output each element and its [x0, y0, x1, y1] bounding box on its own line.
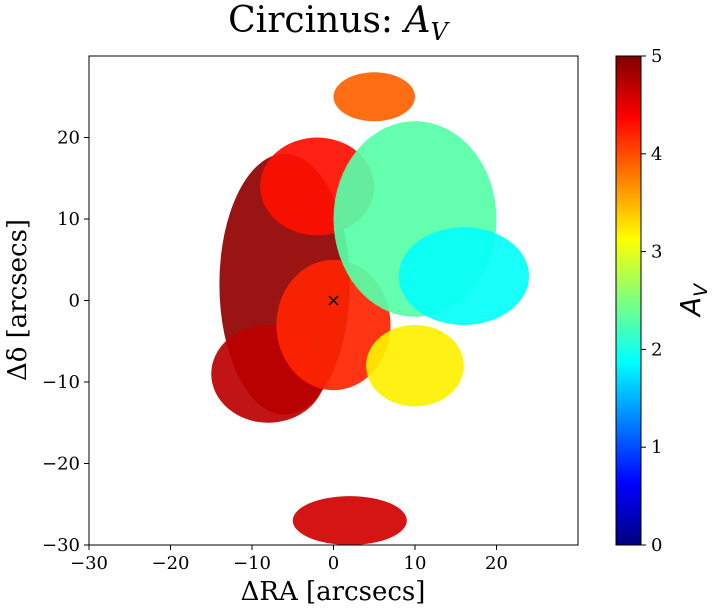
y-tick-label: 20	[57, 128, 80, 149]
colorbar-ticks: 0 1 2 3 4 5	[641, 46, 662, 556]
y-tick-label: −10	[42, 372, 80, 393]
chart-title-subscript: V	[431, 18, 451, 46]
chart-title-text: Circinus:	[228, 0, 404, 41]
colorbar-tick-label: 5	[651, 46, 662, 67]
colorbar-tick-label: 1	[651, 437, 662, 458]
x-tick-label: 0	[328, 553, 339, 574]
x-tick-label: −10	[233, 553, 271, 574]
extinction-map	[211, 72, 530, 545]
map-region-7	[366, 324, 464, 407]
y-tick-label: −30	[42, 535, 80, 556]
x-axis-ticks: −30 −20 −10 0 10 20	[70, 545, 508, 574]
nucleus-marker-layer	[328, 295, 339, 306]
map-region-8	[292, 496, 407, 545]
x-tick-label: 20	[485, 553, 508, 574]
map-region-6	[398, 227, 530, 325]
colorbar-gradient	[615, 55, 642, 546]
x-tick-label: 10	[404, 553, 427, 574]
chart-title-symbol: A	[402, 0, 431, 41]
y-tick-label: 10	[57, 209, 80, 230]
colorbar-label-subscript: V	[690, 282, 712, 297]
colorbar-label: AV	[674, 282, 712, 318]
colorbar-tick-label: 0	[651, 535, 662, 556]
y-tick-label: 0	[69, 291, 80, 312]
plot-area: −30 −20 −10 0 10 20 −30 −20 −10 0 10 20	[42, 55, 579, 574]
colorbar-tick-label: 3	[651, 242, 662, 263]
x-tick-label: −30	[70, 553, 108, 574]
y-tick-label: −20	[42, 454, 80, 475]
nucleus-marker	[328, 295, 339, 306]
colorbar: 0 1 2 3 4 5 AV	[615, 46, 712, 556]
y-axis-label: Δδ [arcsecs]	[3, 219, 33, 381]
colorbar-tick-label: 2	[651, 339, 662, 360]
colorbar-tick-label: 4	[651, 144, 662, 165]
y-axis-ticks: −30 −20 −10 0 10 20	[42, 128, 89, 556]
colorbar-label-symbol: A	[674, 297, 707, 318]
map-region-9	[333, 72, 415, 122]
x-axis-label: ΔRA [arcsecs]	[241, 577, 426, 607]
chart-title: Circinus: AV	[228, 0, 450, 46]
x-tick-label: −20	[152, 553, 190, 574]
